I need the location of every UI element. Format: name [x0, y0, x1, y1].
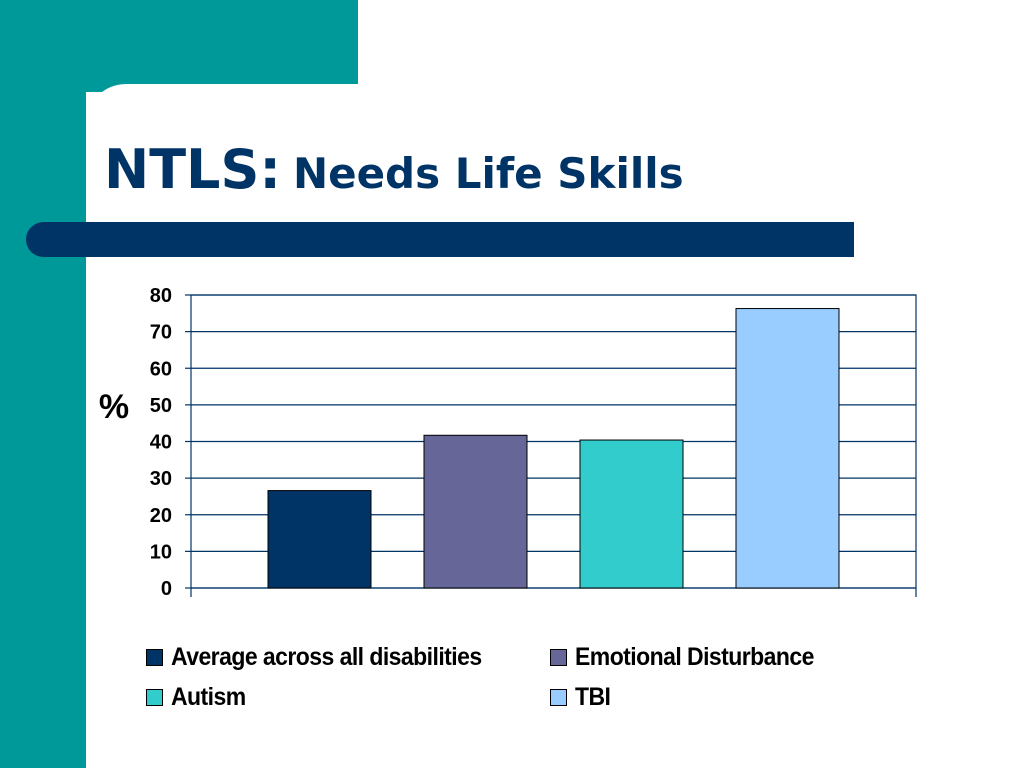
y-axis-label: % [99, 388, 129, 426]
y-tick-label: 0 [161, 578, 172, 600]
chart-legend: Average across all disabilities Emotional… [146, 640, 906, 714]
y-tick-label: 10 [150, 541, 172, 563]
chart-bars [267, 308, 840, 589]
y-tick-label: 50 [150, 395, 172, 417]
bar-emotional-disturbance [423, 434, 528, 589]
legend-swatch [550, 648, 567, 666]
legend-item: TBI [550, 680, 906, 714]
y-tick-label: 20 [150, 505, 172, 527]
title-underline-bar [26, 222, 854, 257]
y-tick-label: 60 [150, 358, 172, 380]
y-tick-label: 80 [150, 285, 172, 307]
legend-swatch [146, 648, 163, 666]
legend-item: Emotional Disturbance [550, 640, 906, 674]
decor-teal-left [0, 0, 86, 768]
y-tick-label: 40 [150, 432, 172, 454]
title-main: NTLS: [104, 138, 281, 201]
bar-autism [579, 439, 684, 589]
slide-title: NTLS: Needs Life Skills [104, 138, 684, 201]
title-sub: Needs Life Skills [292, 149, 684, 198]
y-axis-ticks: 0 10 20 30 40 50 60 70 80 [150, 285, 917, 600]
bar-average-across-all-disabilities [267, 490, 372, 589]
legend-item: Average across all disabilities [146, 640, 550, 674]
bar-tbi [735, 308, 840, 589]
legend-swatch [550, 688, 567, 706]
legend-label: Autism [171, 682, 246, 711]
legend-swatch [146, 688, 163, 706]
legend-label: TBI [575, 682, 611, 711]
legend-label: Average across all disabilities [171, 642, 482, 671]
y-tick-label: 70 [150, 322, 172, 344]
legend-label: Emotional Disturbance [575, 642, 814, 671]
y-tick-label: 30 [150, 468, 172, 490]
legend-item: Autism [146, 680, 550, 714]
